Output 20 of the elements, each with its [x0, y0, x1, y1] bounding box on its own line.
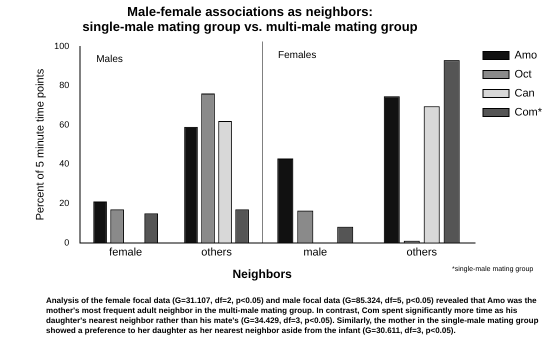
y-tick-label: 100	[54, 40, 70, 51]
y-axis-title: Percent of 5 minute time points	[34, 68, 47, 220]
x-tick-label: female	[109, 246, 142, 258]
legend-label: Can	[514, 88, 535, 100]
x-tick-label: others	[201, 246, 232, 258]
y-tick-label: 0	[64, 237, 70, 248]
text: Analysis of the female focal data (G=31.107, df=2, p<0.05) and male focal data (G=85.324, df=5, p<0.05) revealed that Amo was the mother's most frequent adult neighbor in the multi-male mating group. In contrast, Com spent significantly more time as his daughter's nearest neighbor rather than his mate's (G=34.429, df=3, p<0.05). Similarly, the mother in the single-male mating group showed a preference to her daughter as her nearest neighbor aside from the infant (G=30.611, df=3, p<0.05).	[46, 296, 540, 336]
y-tick-label: 20	[59, 198, 70, 208]
x-tick-label: male	[303, 246, 328, 258]
x-tick-label: others	[406, 246, 438, 258]
y-tick-label: 80	[59, 80, 70, 90]
y-tick-label: 40	[59, 158, 70, 169]
x-axis-title: Neighbors	[232, 266, 292, 281]
legend-label: Amo	[514, 50, 538, 62]
y-tick-label: 60	[59, 119, 70, 130]
legend-label: Oct	[514, 68, 532, 81]
chart-title: Male-female associations as neighbors: single-male mating group vs. multi-male mating group	[81, 4, 419, 34]
legend-label: Com*	[514, 106, 543, 119]
annotation: Males	[96, 54, 123, 66]
annotation: Females	[278, 50, 316, 61]
